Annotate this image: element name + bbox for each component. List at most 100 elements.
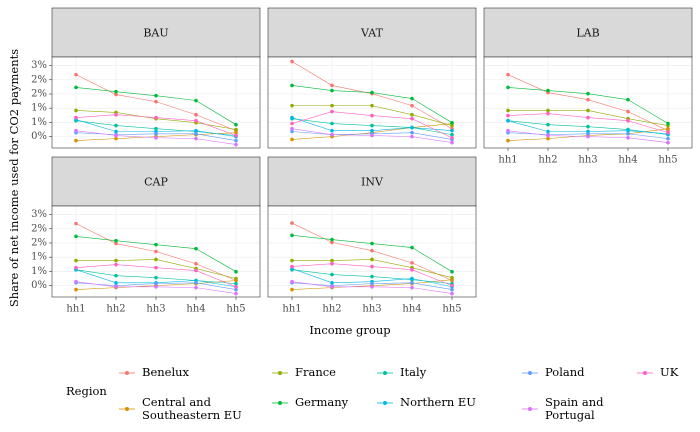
data-point: [194, 118, 198, 123]
data-point: [410, 276, 414, 281]
data-point: [194, 280, 198, 285]
legend-dot: [643, 370, 647, 375]
data-point: [370, 264, 374, 269]
legend-key: [522, 407, 538, 411]
data-point: [666, 121, 670, 126]
data-point: [154, 99, 158, 104]
legend-item: Central and Southeastern EU: [118, 396, 248, 422]
data-point: [114, 133, 118, 138]
strip: [51, 7, 261, 58]
data-point: [74, 108, 78, 113]
data-point: [450, 123, 454, 128]
data-point: [586, 91, 590, 96]
data-point: [114, 241, 118, 246]
data-point: [506, 113, 510, 118]
legend-item: Northern EU: [376, 396, 506, 409]
data-point: [234, 287, 238, 292]
data-point: [586, 131, 590, 136]
data-point: [546, 122, 550, 127]
data-point: [370, 257, 374, 262]
x-tick-label: hh1: [498, 155, 517, 166]
y-tick-label: 2%: [31, 223, 47, 234]
data-point: [370, 274, 374, 279]
data-point: [410, 245, 414, 250]
strip-title: BAU: [143, 27, 168, 40]
y-tick-label: 0%: [31, 131, 47, 142]
legend-key: [637, 370, 653, 375]
x-tick-label: hh3: [362, 304, 381, 315]
panel-border: [267, 56, 477, 149]
legend-label: Germany: [295, 395, 349, 409]
legend-label: Italy: [400, 365, 427, 379]
data-point: [450, 132, 454, 137]
data-point: [626, 118, 630, 123]
data-point: [114, 258, 118, 263]
data-point: [194, 112, 198, 117]
legend-label: Spain and Portugal: [545, 395, 604, 422]
data-point: [290, 258, 294, 263]
legend-item: Spain and Portugal: [521, 396, 651, 422]
data-point: [410, 134, 414, 139]
legend-dot: [125, 370, 129, 375]
y-tick-label: 0%: [31, 280, 47, 291]
data-point: [154, 281, 158, 286]
data-point: [290, 221, 294, 225]
data-point: [586, 108, 590, 113]
data-point: [370, 133, 374, 138]
x-tick-label: hh4: [618, 155, 637, 166]
data-point: [586, 134, 590, 139]
data-point: [154, 284, 158, 289]
data-point: [586, 124, 590, 129]
data-point: [450, 269, 454, 274]
data-point: [154, 275, 158, 280]
data-point: [666, 126, 670, 131]
legend-label: France: [295, 365, 336, 379]
data-point: [410, 130, 414, 135]
data-point: [330, 109, 334, 114]
data-point: [74, 221, 78, 226]
data-point: [114, 280, 118, 285]
data-point: [234, 269, 238, 274]
legend-key: [119, 407, 135, 411]
data-point: [234, 284, 238, 289]
data-point: [194, 131, 198, 136]
data-point: [330, 272, 334, 277]
x-axis-title: Income group: [309, 323, 390, 337]
data-point: [370, 103, 374, 108]
data-point: [234, 138, 238, 143]
data-point: [330, 121, 334, 126]
data-point: [626, 97, 630, 102]
data-point: [370, 241, 374, 246]
data-point: [290, 233, 294, 238]
y-tick-label: 3%: [31, 60, 47, 71]
data-point: [450, 283, 454, 288]
data-point: [290, 137, 294, 142]
data-point: [626, 131, 630, 136]
strip: [51, 156, 261, 207]
data-point: [194, 285, 198, 290]
y-tick-label: 3%: [31, 209, 47, 220]
legend-item: UK: [636, 366, 700, 379]
strip-title: LAB: [576, 27, 599, 40]
legend-key: [377, 370, 393, 375]
data-point: [114, 262, 118, 267]
legend-key: [272, 400, 288, 405]
data-point: [74, 72, 78, 77]
data-point: [370, 284, 374, 289]
x-tick-label: hh2: [322, 304, 341, 315]
data-point: [114, 136, 118, 141]
strip: [267, 7, 477, 58]
data-point: [234, 127, 238, 132]
legend-title: Region: [66, 384, 107, 398]
strip-title: INV: [361, 176, 384, 189]
data-point: [370, 128, 374, 133]
data-point: [290, 287, 294, 292]
strip-title: CAP: [144, 176, 168, 189]
legend-label: UK: [660, 365, 679, 379]
data-point: [410, 261, 414, 265]
data-point: [450, 291, 454, 296]
legend-key: [272, 370, 288, 375]
data-point: [506, 118, 510, 123]
data-point: [410, 125, 414, 130]
